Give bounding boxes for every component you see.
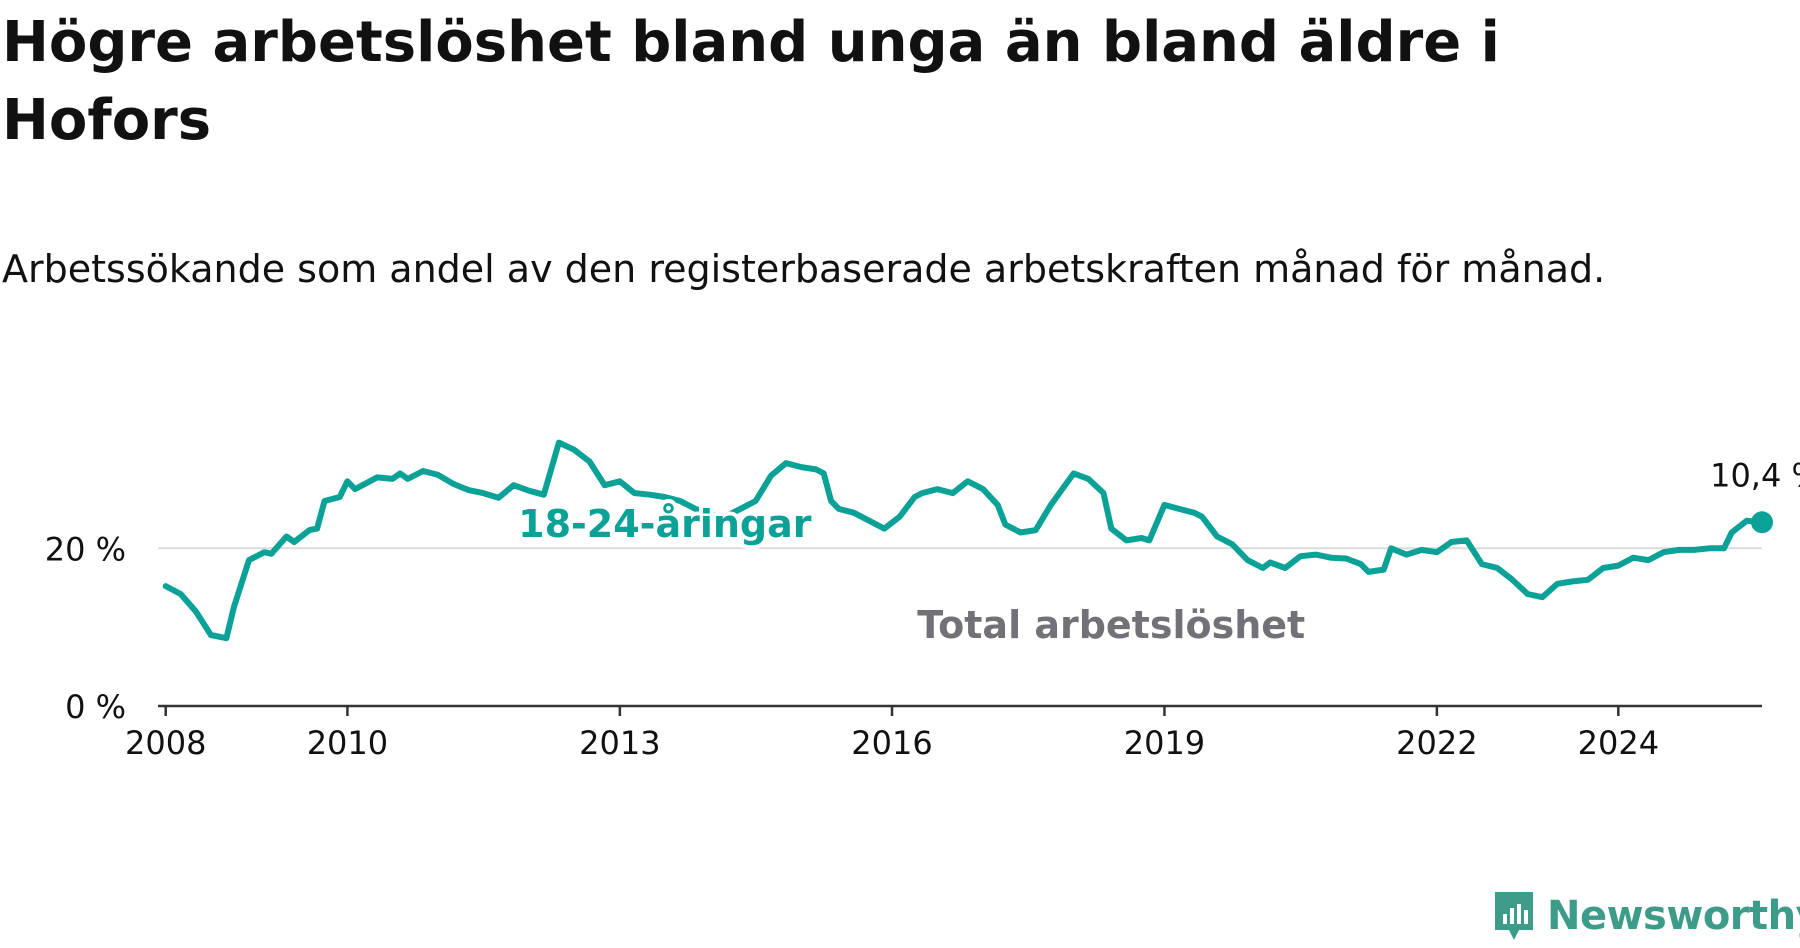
chart-title: Högre arbetslöshet bland unga än bland ä…: [2, 10, 1500, 153]
series-label: 18-24-åringar: [518, 502, 812, 546]
x-tick-label: 2008: [125, 724, 206, 762]
chart-subtitle: Arbetssökande som andel av den registerb…: [2, 247, 1606, 291]
series-end-label: 10,4 %: [1710, 456, 1800, 494]
series-label: Total arbetslöshet: [917, 603, 1305, 647]
logo-text: Newsworthy: [1547, 893, 1800, 939]
x-tick-label: 2024: [1578, 724, 1659, 762]
y-tick-label: 0 %: [65, 688, 126, 726]
x-tick-label: 2019: [1124, 724, 1205, 762]
series-labels: 10,4 % 18-24-åringar Total arbetslöshet: [514, 456, 1800, 651]
series-line: [162, 439, 1765, 642]
newsworthy-logo[interactable]: Newsworthy: [1491, 886, 1800, 946]
x-tick-label: 2016: [851, 724, 932, 762]
series-end-point: [1751, 511, 1773, 534]
newsworthy-chart-icon: [1495, 892, 1533, 940]
x-tick-label: 2013: [579, 724, 660, 762]
series-lines: [162, 439, 1773, 642]
x-tick-label: 2022: [1396, 724, 1477, 762]
x-tick-label: 2010: [307, 724, 388, 762]
axes: 0 % 20 % 2008 2010 2013 2016 2019 2022 2024: [45, 530, 1762, 762]
y-tick-label: 20 %: [45, 530, 126, 568]
